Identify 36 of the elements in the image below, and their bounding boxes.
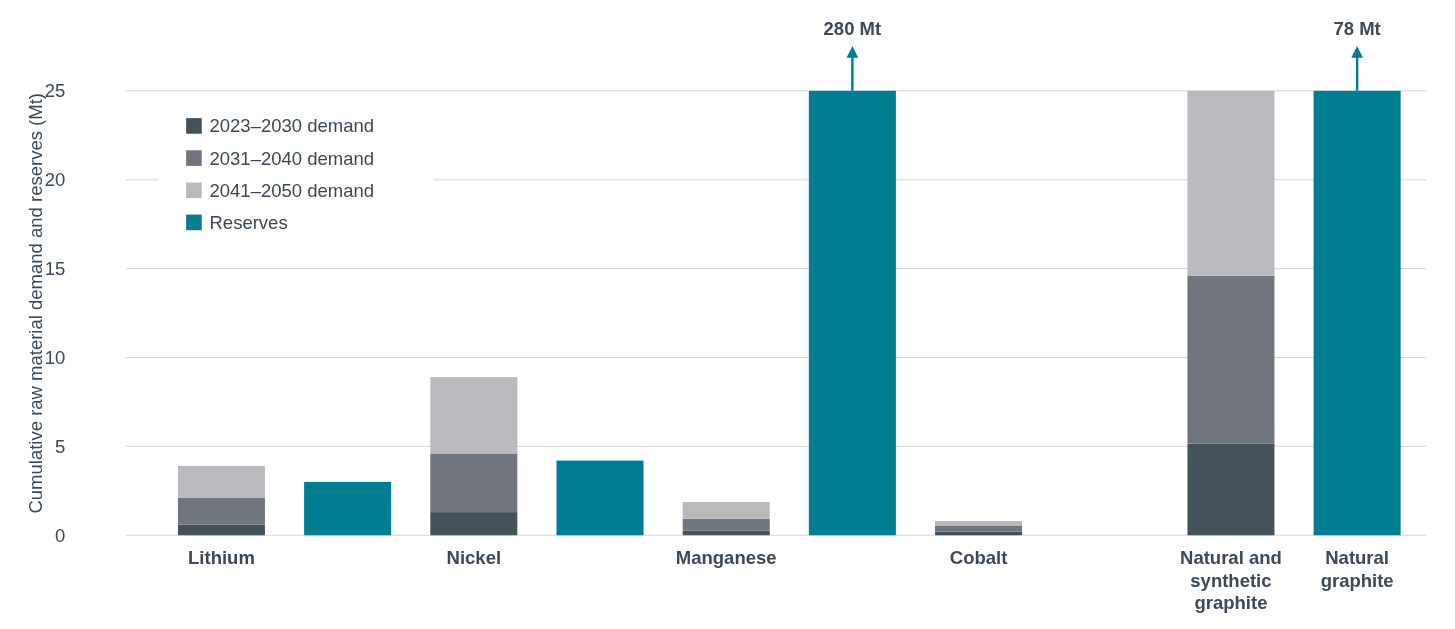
bar	[808, 90, 896, 536]
bar	[682, 530, 770, 536]
bar	[556, 460, 644, 536]
bar	[177, 497, 265, 525]
y-tick-label: 20	[44, 169, 66, 191]
x-tick-label: Natural and synthetic graphite	[1180, 547, 1282, 614]
bar	[430, 377, 518, 454]
y-axis-title: Cumulative raw material demand and reserves (Mt)	[24, 93, 46, 514]
bar	[682, 518, 770, 531]
legend-label: 2023–2030 demand	[209, 115, 375, 137]
bar	[177, 524, 265, 536]
y-tick-label: 0	[54, 524, 66, 546]
y-tick-label: 5	[54, 435, 66, 457]
x-tick-label: Natural graphite	[1320, 547, 1394, 591]
x-tick-label: Cobalt	[949, 547, 1008, 569]
bar	[1313, 90, 1401, 536]
text: 78 Mt	[1333, 18, 1381, 40]
y-tick-label: 15	[44, 258, 66, 280]
bar	[935, 521, 1023, 526]
x-tick-label: Manganese	[675, 547, 777, 569]
legend-label: 2041–2050 demand	[209, 179, 375, 201]
legend-label: 2031–2040 demand	[209, 147, 375, 169]
bar	[430, 512, 518, 536]
bar	[1187, 443, 1275, 536]
bar	[430, 453, 518, 513]
x-tick-label: Lithium	[188, 547, 255, 569]
bar	[682, 502, 770, 519]
bar	[935, 525, 1023, 532]
bar	[177, 465, 265, 498]
legend-label: Reserves	[209, 211, 288, 233]
bar	[304, 481, 392, 536]
bar	[1187, 90, 1275, 276]
x-tick-label: Nickel	[446, 547, 502, 569]
bar	[1187, 275, 1275, 444]
text: 280 Mt	[823, 18, 882, 40]
y-tick-label: 10	[44, 346, 66, 368]
